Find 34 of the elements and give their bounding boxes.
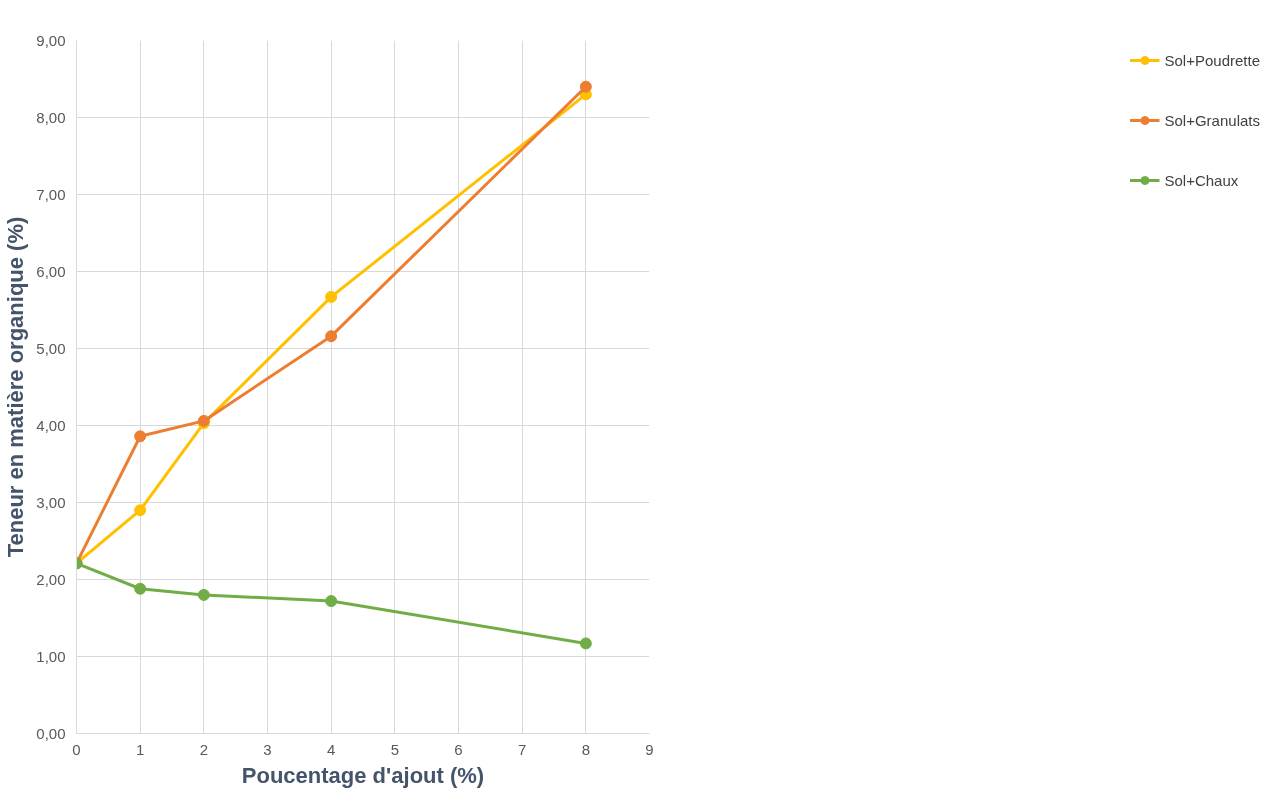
point <box>325 595 338 608</box>
x-tick-label: 9 <box>645 740 654 758</box>
x-tick-label: 4 <box>327 740 336 758</box>
y-axis-title: Teneur en matière organique (%) <box>3 216 29 558</box>
legend-label: Sol+Chaux <box>1164 171 1239 189</box>
x-tick-label: 0 <box>72 740 81 758</box>
x-tick-label: 2 <box>199 740 209 758</box>
x-tick-label: 1 <box>136 740 145 758</box>
y-tick-label: 9,00 <box>36 31 66 49</box>
x-tick-label: 8 <box>581 740 591 758</box>
point <box>134 430 147 443</box>
y-tick-label: 1,00 <box>36 647 66 665</box>
x-tick-label: 7 <box>518 740 527 758</box>
point <box>579 80 592 93</box>
point <box>325 330 338 343</box>
y-tick-label: 6,00 <box>36 262 66 280</box>
x-tick-label: 6 <box>454 740 463 758</box>
point <box>579 637 592 650</box>
point <box>134 582 147 595</box>
x-tick-label: 3 <box>263 740 272 758</box>
y-tick-label: 7,00 <box>36 185 66 203</box>
point <box>134 504 147 517</box>
y-tick-label: 3,00 <box>36 493 66 511</box>
y-tick-label: 4,00 <box>36 416 66 434</box>
point <box>197 588 210 601</box>
point <box>325 290 338 303</box>
y-tick-label: 8,00 <box>36 108 66 126</box>
legend-label: Sol+Poudrette <box>1164 51 1260 69</box>
y-tick-label: 0,00 <box>36 724 66 742</box>
y-tick-label: 2,00 <box>36 570 66 588</box>
x-axis-title: Poucentage d'ajout (%) <box>241 762 485 788</box>
x-tick-label: 5 <box>390 740 400 758</box>
y-tick-label: 5,00 <box>36 339 66 357</box>
legend-label: Sol+Granulats <box>1164 111 1260 129</box>
